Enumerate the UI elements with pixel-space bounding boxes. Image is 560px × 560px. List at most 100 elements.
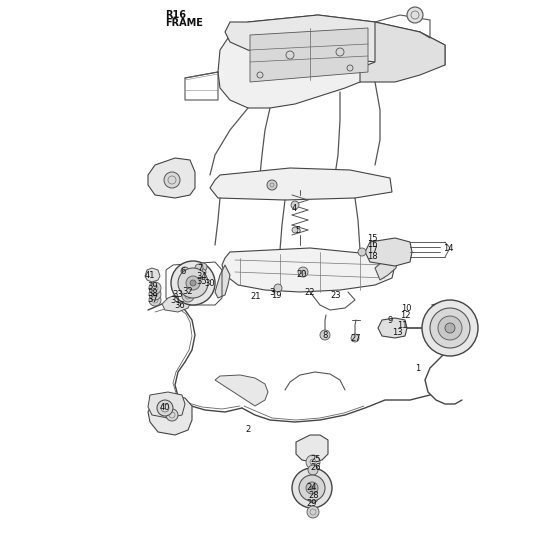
Circle shape: [164, 172, 180, 188]
Text: 24: 24: [307, 483, 318, 492]
Circle shape: [445, 323, 455, 333]
Polygon shape: [210, 168, 392, 200]
Circle shape: [291, 201, 299, 209]
Polygon shape: [378, 318, 407, 338]
Circle shape: [308, 493, 318, 503]
Text: 2: 2: [245, 426, 251, 435]
Circle shape: [298, 267, 308, 277]
Text: 11: 11: [396, 320, 407, 329]
Circle shape: [347, 65, 353, 71]
Circle shape: [149, 288, 161, 300]
Circle shape: [407, 7, 423, 23]
Text: 27: 27: [351, 334, 361, 343]
Text: 19: 19: [270, 291, 281, 300]
Text: 37: 37: [148, 295, 158, 304]
Text: 20: 20: [297, 269, 307, 278]
Text: 9: 9: [388, 315, 393, 324]
Polygon shape: [222, 248, 395, 292]
Circle shape: [149, 282, 161, 294]
Circle shape: [292, 227, 298, 233]
Circle shape: [267, 180, 277, 190]
Polygon shape: [225, 15, 445, 68]
Text: 15: 15: [367, 234, 377, 242]
Circle shape: [182, 290, 194, 302]
Circle shape: [308, 465, 318, 475]
Polygon shape: [215, 265, 230, 298]
Circle shape: [422, 300, 478, 356]
Text: FRAME: FRAME: [165, 18, 203, 28]
Text: 29: 29: [307, 500, 318, 508]
Circle shape: [181, 274, 189, 282]
Polygon shape: [148, 158, 195, 198]
Text: 13: 13: [391, 328, 402, 337]
Text: 30: 30: [205, 278, 215, 287]
Circle shape: [310, 486, 314, 490]
Polygon shape: [215, 375, 268, 406]
Text: 33: 33: [172, 290, 183, 298]
Text: 3: 3: [269, 287, 275, 296]
Text: 40: 40: [160, 404, 170, 413]
Text: 16: 16: [367, 240, 377, 249]
Polygon shape: [145, 268, 160, 282]
Text: 4: 4: [291, 203, 297, 212]
Text: 7: 7: [197, 264, 203, 273]
Circle shape: [149, 294, 161, 306]
Circle shape: [190, 280, 196, 286]
Text: 1: 1: [416, 363, 421, 372]
Circle shape: [178, 268, 208, 298]
Circle shape: [336, 48, 344, 56]
Circle shape: [299, 475, 325, 501]
Text: 36: 36: [175, 301, 185, 310]
Text: 28: 28: [309, 492, 319, 501]
Circle shape: [186, 276, 200, 290]
Text: 26: 26: [311, 464, 321, 473]
Text: 34: 34: [197, 272, 207, 281]
Text: R16: R16: [165, 10, 186, 20]
Text: 18: 18: [367, 251, 377, 260]
Text: 6: 6: [180, 267, 186, 276]
Circle shape: [171, 261, 215, 305]
Text: 21: 21: [251, 292, 262, 301]
Polygon shape: [148, 396, 192, 435]
Circle shape: [358, 248, 366, 256]
Text: 38: 38: [148, 288, 158, 297]
Circle shape: [257, 72, 263, 78]
Circle shape: [286, 51, 294, 59]
Text: 31: 31: [171, 296, 181, 305]
Polygon shape: [365, 238, 412, 266]
Text: 12: 12: [400, 310, 410, 320]
Text: 8: 8: [323, 330, 328, 339]
Text: 41: 41: [144, 270, 155, 279]
Text: 35: 35: [197, 277, 207, 286]
Circle shape: [157, 400, 173, 416]
Circle shape: [351, 334, 359, 342]
Polygon shape: [162, 295, 192, 312]
Circle shape: [195, 264, 203, 272]
Text: 22: 22: [305, 287, 315, 296]
Polygon shape: [250, 28, 368, 82]
Text: 17: 17: [367, 245, 377, 254]
Text: 14: 14: [443, 244, 453, 253]
Text: 39: 39: [148, 282, 158, 291]
Circle shape: [181, 267, 189, 275]
Circle shape: [199, 263, 207, 271]
Circle shape: [320, 330, 330, 340]
Circle shape: [307, 506, 319, 518]
Polygon shape: [148, 392, 185, 418]
Text: 23: 23: [331, 291, 341, 300]
Circle shape: [200, 269, 206, 275]
Circle shape: [306, 455, 320, 469]
Circle shape: [166, 409, 178, 421]
Polygon shape: [296, 435, 328, 462]
Circle shape: [292, 468, 332, 508]
Circle shape: [438, 316, 462, 340]
Text: 10: 10: [401, 304, 411, 312]
Polygon shape: [375, 255, 398, 280]
Text: 25: 25: [311, 455, 321, 464]
Text: 5: 5: [295, 226, 301, 235]
Circle shape: [274, 284, 282, 292]
Polygon shape: [218, 15, 375, 108]
Polygon shape: [360, 22, 445, 82]
Circle shape: [430, 308, 470, 348]
Circle shape: [306, 482, 318, 494]
